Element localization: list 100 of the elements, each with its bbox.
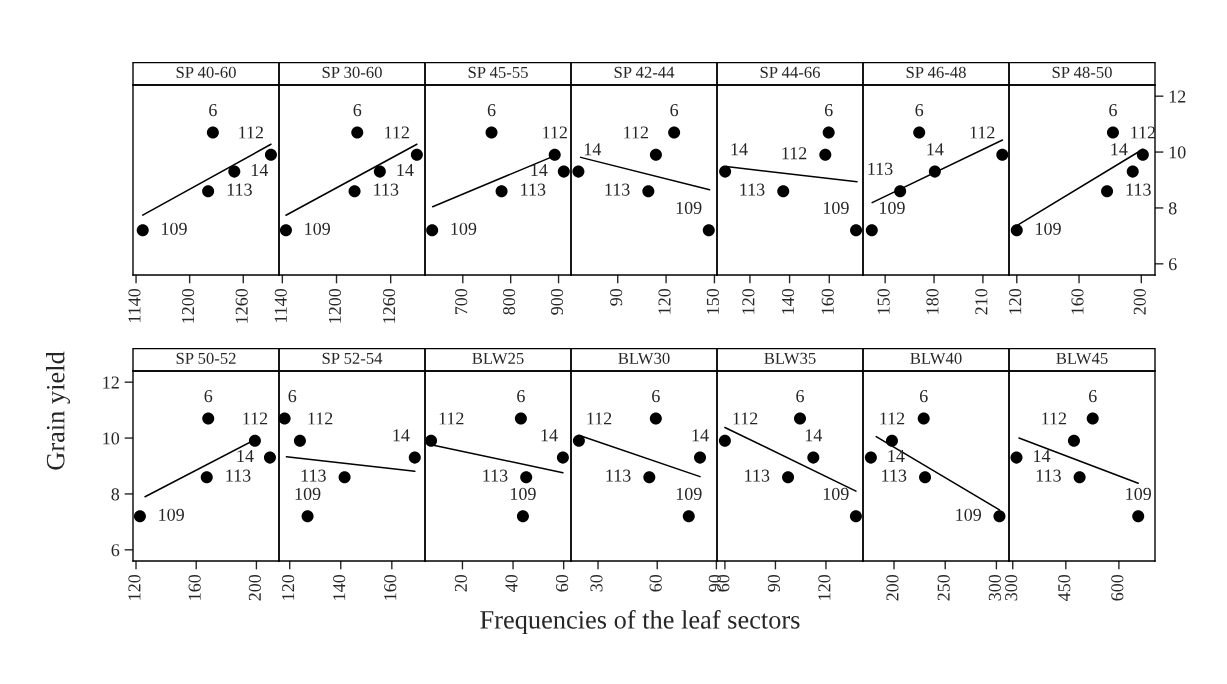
point (572, 165, 585, 178)
point (264, 148, 277, 161)
point (919, 471, 932, 484)
point (865, 224, 878, 237)
x-tick-label: 700 (455, 288, 468, 315)
point (885, 434, 898, 447)
annotation: 6 (288, 390, 297, 403)
annotation: 6 (517, 390, 525, 403)
annotation: 109 (676, 201, 702, 214)
x-tick-label: 1140 (274, 288, 287, 323)
annotation: 109 (295, 487, 321, 500)
point (202, 185, 215, 198)
point (248, 434, 261, 447)
chart-title: SP 42-44 (614, 66, 675, 78)
x-tick-label: 90 (610, 288, 623, 306)
annotation: 109 (1126, 487, 1152, 500)
x-tick-label: 1140 (128, 288, 141, 323)
point (894, 185, 907, 198)
x-tick-label: 40 (505, 574, 518, 592)
annotation: 14 (888, 450, 905, 462)
x-tick-label: 120 (818, 574, 831, 600)
point (996, 148, 1009, 161)
point (408, 451, 421, 464)
point (1010, 451, 1023, 464)
annotation: 113 (868, 162, 893, 175)
annotation: 109 (956, 508, 982, 521)
point (822, 126, 835, 139)
annotation: 6 (1109, 104, 1117, 117)
point (556, 451, 569, 464)
annotation: 14 (251, 164, 269, 176)
annotation: 112 (1042, 412, 1067, 425)
x-tick-label: 450 (1058, 574, 1071, 601)
annotation: 14 (805, 429, 823, 442)
y-axis-title: Grain yield (46, 351, 70, 470)
annotation: 112 (782, 147, 807, 160)
point (702, 224, 715, 237)
x-tick-label: 900 (550, 288, 564, 315)
x-tick-label: 1260 (383, 288, 396, 323)
annotation: 109 (159, 508, 184, 521)
x-tick-label: 300 (988, 574, 1001, 601)
x-tick-label: 120 (1009, 288, 1022, 314)
point (850, 224, 863, 237)
x-tick-label: 200 (886, 574, 899, 601)
point (202, 412, 215, 425)
annotation: 109 (823, 487, 849, 500)
annotation: 112 (385, 126, 409, 139)
annotation: 14 (393, 429, 410, 442)
annotation: 6 (487, 104, 496, 117)
point (1073, 471, 1086, 484)
y-tick-label: 10 (1169, 146, 1186, 159)
x-tick-label: 160 (384, 574, 397, 600)
x-tick-label: 800 (503, 288, 516, 315)
point (993, 510, 1006, 523)
point (1106, 126, 1119, 139)
x-tick-label: 300 (1005, 574, 1018, 601)
point (917, 412, 930, 425)
x-tick-label: 140 (781, 288, 795, 314)
x-tick-label: 1200 (328, 288, 342, 323)
point (643, 471, 656, 484)
point (642, 185, 655, 198)
y-tick-label: 8 (1168, 202, 1177, 215)
point (495, 185, 508, 198)
point (133, 510, 146, 523)
point (426, 224, 439, 237)
x-tick-label: 160 (821, 288, 834, 314)
x-tick-label: 120 (658, 288, 671, 314)
annotation: 113 (374, 183, 399, 196)
point (351, 126, 364, 139)
chart-title: SP 46-48 (906, 66, 966, 78)
annotation: 113 (745, 469, 770, 482)
annotation: 14 (541, 429, 558, 442)
point (348, 185, 361, 198)
annotation: 113 (605, 183, 630, 196)
point (425, 434, 438, 447)
annotation: 6 (796, 390, 804, 403)
point (485, 126, 498, 139)
x-tick-label: 120 (742, 288, 755, 314)
x-tick-label: 600 (1111, 574, 1124, 601)
annotation: 112 (308, 412, 333, 425)
x-tick-label: 60 (556, 574, 569, 592)
annotation: 109 (510, 487, 536, 500)
chart-title: SP 52-54 (322, 352, 383, 364)
point (228, 165, 241, 178)
y-tick-label: 6 (111, 544, 120, 557)
annotation: 113 (226, 469, 251, 482)
annotation: 14 (531, 164, 548, 176)
annotation: 112 (587, 412, 612, 425)
chart-title: SP 40-60 (176, 66, 236, 78)
annotation: 14 (692, 429, 709, 442)
x-tick-label: 150 (706, 288, 719, 314)
annotation: 113 (606, 469, 631, 482)
point (849, 510, 862, 523)
chart-title: SP 44-66 (760, 66, 820, 78)
x-tick-label: 150 (877, 288, 890, 314)
y-tick-label: 8 (111, 488, 120, 501)
point (1010, 224, 1023, 237)
point (1086, 412, 1099, 425)
point (794, 412, 807, 425)
point (293, 434, 306, 447)
point (1126, 165, 1139, 178)
